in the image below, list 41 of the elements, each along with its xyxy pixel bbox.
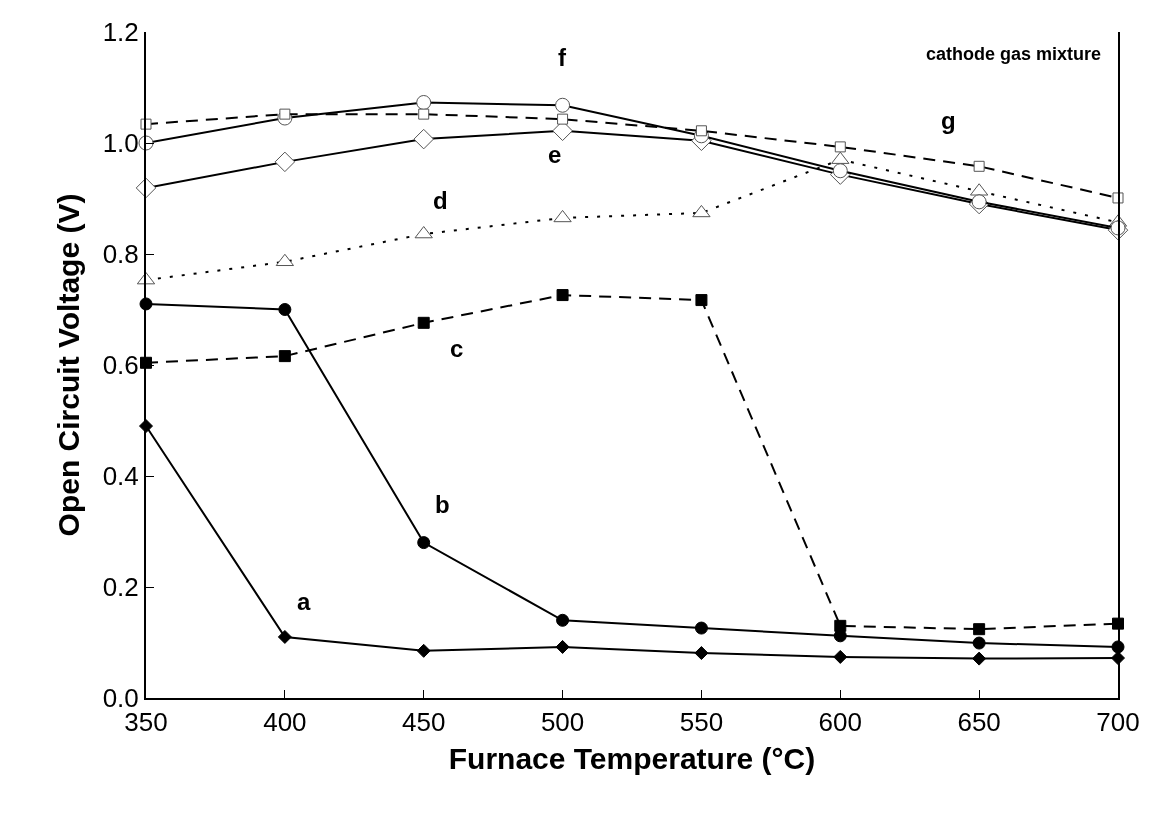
annotation: cathode gas mixture <box>926 44 1102 64</box>
x-tick-label: 600 <box>818 707 862 738</box>
point <box>834 619 847 632</box>
y-tick-label: 0.2 <box>102 572 139 603</box>
x-axis-title: Furnace Temperature (°C) <box>448 742 816 776</box>
y-tick-label: 0.6 <box>102 350 139 381</box>
x-tick-label: 500 <box>540 707 585 738</box>
point <box>694 646 709 661</box>
series-label: f <box>558 44 567 71</box>
y-tick-label: 0.4 <box>102 461 139 492</box>
point <box>972 636 986 650</box>
point <box>694 621 708 635</box>
point <box>278 350 291 363</box>
y-tick-label: 1.0 <box>102 128 139 159</box>
point <box>417 536 431 550</box>
point <box>972 651 987 666</box>
series-label: d <box>433 187 448 214</box>
point <box>277 629 292 644</box>
series-label: e <box>548 141 562 168</box>
point <box>417 316 430 329</box>
y-axis-title: Open Circuit Voltage (V) <box>52 193 86 537</box>
series-label: g <box>941 107 956 134</box>
point <box>556 613 570 627</box>
x-tick-label: 650 <box>957 707 1001 738</box>
point <box>416 643 431 658</box>
series-label: c <box>450 335 464 362</box>
y-tick-label: 1.2 <box>102 17 139 48</box>
point <box>555 639 570 654</box>
point <box>556 289 569 302</box>
x-tick-label: 550 <box>679 707 724 738</box>
x-tick-label: 450 <box>402 707 446 738</box>
point <box>278 303 292 316</box>
x-tick-label: 700 <box>1096 707 1140 738</box>
series-label: a <box>297 588 311 615</box>
point <box>833 649 848 664</box>
x-tick-label: 400 <box>263 707 307 738</box>
point <box>973 623 986 636</box>
point <box>1112 617 1124 630</box>
y-tick-label: 0.8 <box>102 239 139 270</box>
point <box>695 294 708 307</box>
series-label: b <box>435 491 450 518</box>
